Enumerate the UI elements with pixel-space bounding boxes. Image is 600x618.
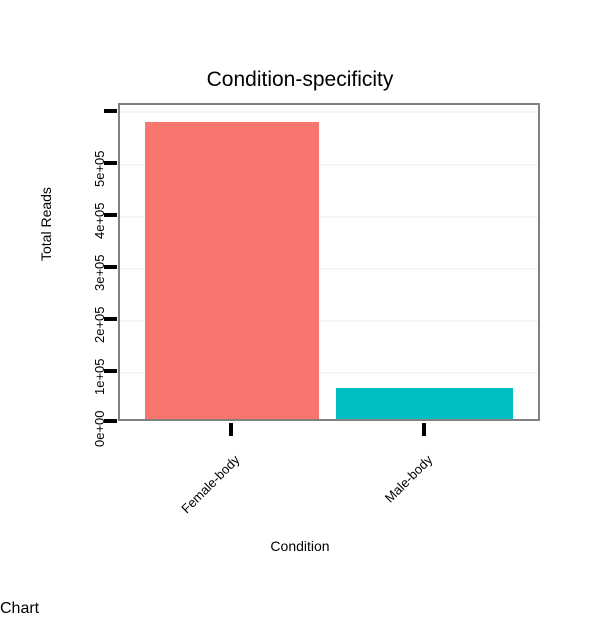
y-tick-label-text: 3e+05 [92, 254, 108, 292]
y-tick-mark-0e00 [104, 369, 117, 373]
plot-panel [118, 103, 540, 421]
bar-male-body[interactable] [336, 388, 513, 419]
y-tick-mark-4e05 [104, 161, 117, 165]
y-tick-mark-2e05 [104, 265, 117, 269]
y-tick-label-text: 5e+05 [92, 150, 108, 188]
y-tick-label-text: 2e+05 [92, 306, 108, 344]
x-tick-label-text: Female-body [178, 452, 243, 517]
gridline-2e05 [120, 268, 538, 270]
gridline-0e00 [120, 372, 538, 374]
gridline-3e05 [120, 216, 538, 218]
gridline-5e05 [120, 111, 538, 113]
y-tick-mark-3e05 [104, 213, 117, 217]
y-tick-mark-5e05 [104, 109, 117, 113]
y-tick-mark-bottom [104, 419, 117, 423]
x-axis-title: Condition [270, 538, 330, 554]
y-tick-label-text: 4e+05 [92, 202, 108, 240]
y-tick-mark-1e05 [104, 317, 117, 321]
y-tick-label-text: 0e+00 [92, 410, 108, 448]
bar-female-body[interactable] [145, 122, 319, 419]
chart-title: Condition-specificity [206, 68, 394, 91]
x-tick-mark-female-body [229, 423, 233, 436]
chart-figure: Condition-specificity Total Reads 5e+05 … [38, 68, 540, 554]
gridline-1e05 [120, 320, 538, 322]
y-axis-title-text: Total Reads [38, 187, 54, 261]
x-tick-mark-male-body [422, 423, 426, 436]
gridline-4e05 [120, 164, 538, 166]
y-tick-label-text: 1e+05 [92, 358, 108, 396]
x-tick-label-text: Male-body [382, 452, 436, 506]
